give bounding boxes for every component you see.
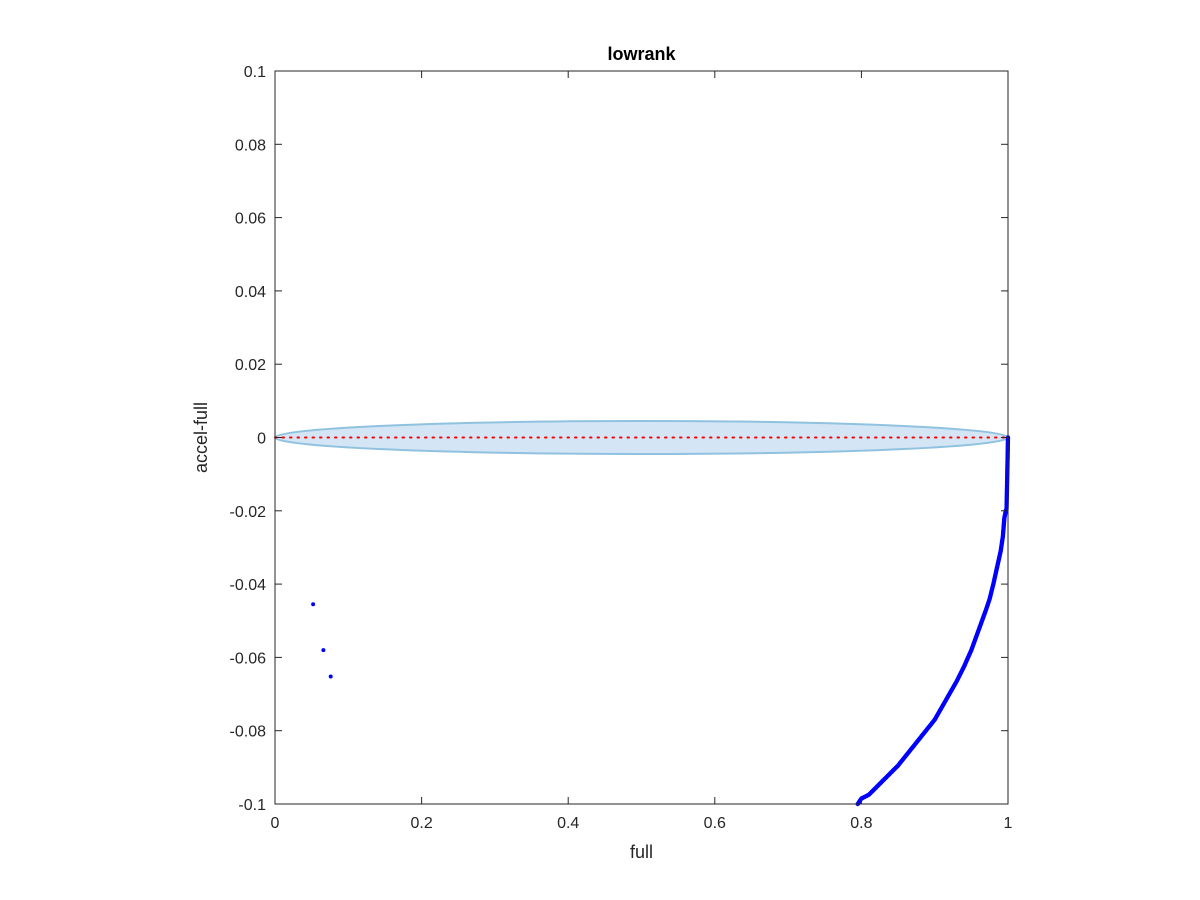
data-point xyxy=(328,674,333,679)
y-axis-title: accel-full xyxy=(191,402,211,473)
y-tick-label: 0.02 xyxy=(235,357,266,374)
y-tick-label: -0.1 xyxy=(238,797,266,814)
x-axis-title: full xyxy=(630,842,653,862)
y-axis-ticks: -0.1 -0.08 -0.06 -0.04 -0.02 0 0.02 0.04 0.06 0.0… xyxy=(230,64,1008,814)
y-tick-label: 0 xyxy=(257,431,266,448)
x-tick-label: 0.2 xyxy=(410,815,432,832)
y-tick-label: 0.04 xyxy=(235,284,266,301)
x-tick-label: 0 xyxy=(271,815,280,832)
y-tick-label: 0.1 xyxy=(244,64,266,81)
x-tick-label: 0.8 xyxy=(850,815,872,832)
x-tick-label: 0.6 xyxy=(704,815,726,832)
x-tick-label: 1 xyxy=(1004,815,1013,832)
data-point xyxy=(321,648,326,653)
x-axis-ticks: 0 0.2 0.4 0.6 0.8 1 xyxy=(271,71,1013,832)
y-tick-label: -0.08 xyxy=(230,724,267,741)
chart-title: lowrank xyxy=(607,44,676,64)
x-tick-label: 0.4 xyxy=(557,815,579,832)
y-tick-label: -0.06 xyxy=(230,650,267,667)
y-tick-label: -0.04 xyxy=(230,577,267,594)
y-tick-label: -0.02 xyxy=(230,504,267,521)
y-tick-label: 0.06 xyxy=(235,211,266,228)
data-point xyxy=(311,602,316,607)
y-tick-label: 0.08 xyxy=(235,137,266,154)
